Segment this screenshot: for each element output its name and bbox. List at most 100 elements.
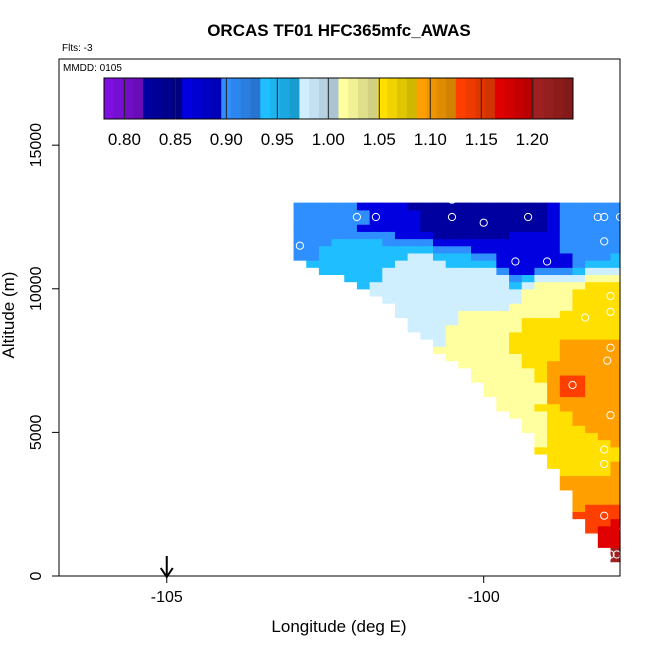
heatmap-cell <box>369 281 383 290</box>
heatmap-cell <box>610 310 621 319</box>
heatmap-cell <box>547 281 561 290</box>
heatmap-cell <box>445 274 459 283</box>
heatmap-cell <box>534 396 548 405</box>
heatmap-cell <box>471 216 485 225</box>
heatmap-cell <box>559 453 574 462</box>
heatmap-cell <box>420 252 434 261</box>
heatmap-cell <box>547 224 561 232</box>
heatmap-cell <box>483 374 497 383</box>
heatmap-cell <box>585 396 599 405</box>
heatmap-cell <box>597 446 612 455</box>
heatmap-cell <box>597 518 612 527</box>
colorbar-segment <box>543 78 554 119</box>
heatmap-cell <box>483 295 497 304</box>
heatmap-cell <box>318 238 333 247</box>
observation-point <box>600 212 609 222</box>
colorbar-frame <box>103 77 574 120</box>
heatmap-cell <box>585 482 599 491</box>
heatmap-cell <box>433 288 447 297</box>
heatmap-cell <box>597 238 612 247</box>
heatmap-cell <box>521 274 536 283</box>
colorbar-segment <box>514 78 525 119</box>
heatmap-cell <box>521 260 536 268</box>
heatmap-cell <box>597 267 612 276</box>
heatmap-cell <box>471 260 485 268</box>
heatmap-cell <box>610 403 621 412</box>
heatmap-cell <box>572 497 586 505</box>
heatmap-cell <box>597 525 612 534</box>
heatmap-cell <box>521 281 536 290</box>
heatmap-cell <box>331 231 345 240</box>
heatmap-cell <box>509 238 523 247</box>
heatmap-cell <box>559 267 574 276</box>
heatmap-cell <box>344 231 358 240</box>
x-tick-label: -105 <box>151 589 183 606</box>
heatmap-field <box>293 202 621 563</box>
heatmap-cell <box>547 410 561 419</box>
heatmap-cell <box>572 346 586 354</box>
heatmap-cell <box>572 267 586 276</box>
heatmap-cell <box>445 281 459 290</box>
heatmap-cell <box>521 224 536 232</box>
heatmap-cell <box>407 267 421 276</box>
heatmap-cell <box>445 310 459 319</box>
heatmap-cell <box>585 410 599 419</box>
heatmap-cell <box>534 209 548 218</box>
heatmap-cell <box>572 468 586 477</box>
heatmap-cell <box>534 418 548 426</box>
heatmap-cell <box>610 439 621 448</box>
heatmap-cell <box>547 339 561 347</box>
heatmap-cell <box>585 303 599 311</box>
heatmap-cell <box>534 360 548 369</box>
observation-point <box>619 524 628 533</box>
colorbar-segment <box>133 78 144 119</box>
heatmap-cell <box>306 224 320 232</box>
heatmap-cell <box>597 274 612 283</box>
colorbar-segment <box>348 78 359 119</box>
heatmap-cell <box>318 224 333 232</box>
heatmap-cell <box>572 252 586 261</box>
heatmap-cell <box>344 238 358 247</box>
heatmap-cell <box>559 274 574 283</box>
heatmap-cell <box>394 281 409 290</box>
heatmap-cell <box>369 260 383 268</box>
heatmap-cell <box>483 224 497 232</box>
heatmap-cell <box>433 216 447 225</box>
heatmap-cell <box>597 532 612 541</box>
heatmap-cell <box>572 209 586 218</box>
heatmap-cell <box>534 267 548 276</box>
heatmap-cell <box>344 267 358 276</box>
heatmap-cell <box>559 317 574 326</box>
heatmap-cell <box>547 389 561 398</box>
heatmap-cell <box>433 317 447 326</box>
colorbar-segment <box>231 78 242 119</box>
heatmap-cell <box>559 224 574 232</box>
colorbar-segment <box>426 78 437 119</box>
heatmap-cell <box>458 295 472 304</box>
heatmap-cell <box>356 216 371 225</box>
heatmap-cell <box>433 252 447 261</box>
heatmap-cell <box>509 252 523 261</box>
heatmap-cell <box>610 346 621 354</box>
heatmap-cell <box>331 216 345 225</box>
colorbar-segment <box>328 78 339 119</box>
heatmap-cell <box>344 216 358 225</box>
heatmap-cell <box>585 245 599 254</box>
heatmap-cell <box>331 267 345 276</box>
heatmap-cell <box>521 403 536 412</box>
heatmap-cell <box>382 231 396 240</box>
heatmap-cell <box>407 245 421 254</box>
heatmap-cell <box>420 260 434 268</box>
heatmap-cell <box>610 295 621 304</box>
heatmap-cell <box>585 453 599 462</box>
heatmap-cell <box>597 511 612 520</box>
heatmap-cell <box>572 453 586 462</box>
heatmap-cell <box>382 260 396 268</box>
colorbar-segment <box>270 78 281 119</box>
heatmap-cell <box>344 274 358 283</box>
heatmap-cell <box>496 274 510 283</box>
heatmap-cell <box>521 310 536 319</box>
heatmap-cell <box>483 288 497 297</box>
observation-point <box>600 237 609 246</box>
heatmap-cell <box>496 303 510 311</box>
